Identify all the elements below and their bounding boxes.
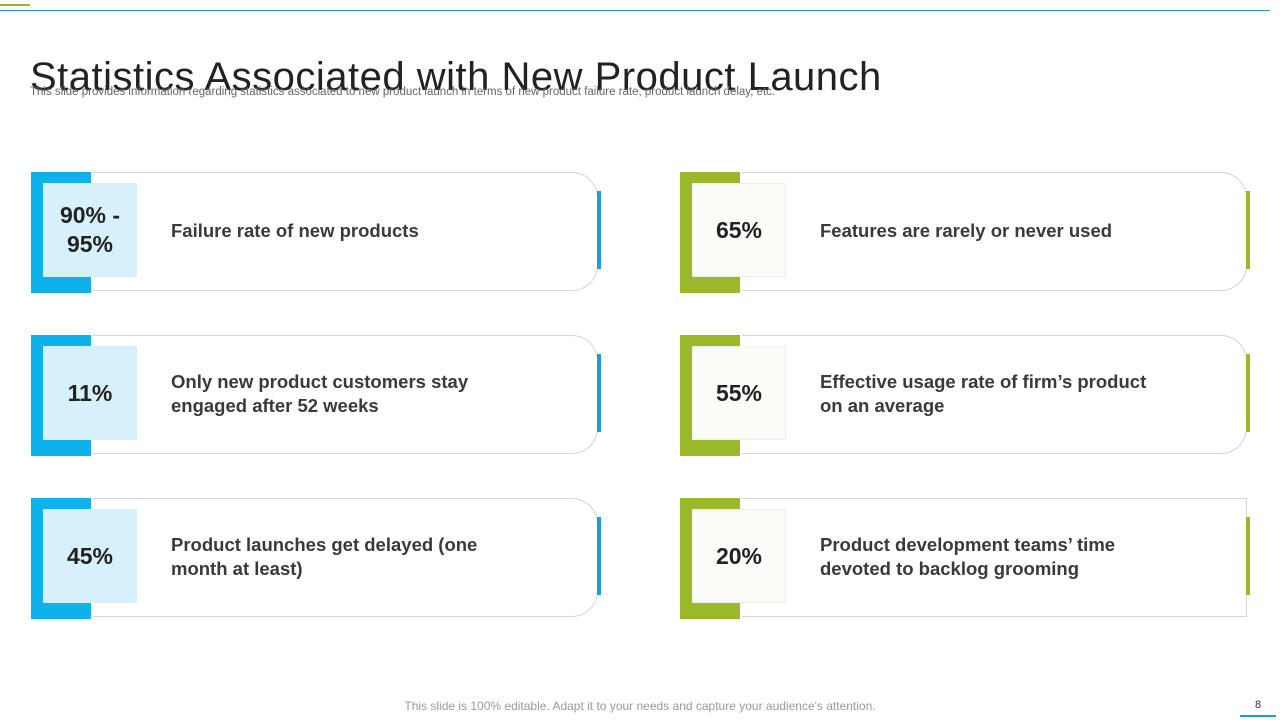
- stat-label: Failure rate of new products: [171, 219, 419, 241]
- stat-value: 20%: [692, 509, 786, 603]
- card-edge-marker: [597, 517, 601, 595]
- stat-card-backlog-grooming: 20% Product development teams’ time devo…: [680, 498, 1250, 619]
- stat-card-customer-engagement: 11% Only new product customers stay enga…: [31, 335, 601, 456]
- page-number: 8: [1254, 699, 1262, 711]
- slide-title: Statistics Associated with New Product L…: [30, 54, 882, 99]
- stat-value: 55%: [692, 346, 786, 440]
- card-edge-marker: [597, 354, 601, 432]
- stat-label: Product development teams’ time devoted …: [820, 534, 1116, 579]
- card-outline: [93, 335, 598, 454]
- card-edge-marker: [1246, 517, 1250, 595]
- header-rule: [0, 10, 1270, 11]
- stat-label: Only new product customers stay engaged …: [171, 371, 469, 416]
- card-edge-marker: [597, 191, 601, 269]
- card-outline: [742, 498, 1247, 617]
- stat-value: 90% - 95%: [43, 183, 137, 277]
- stat-value: 11%: [43, 346, 137, 440]
- slide-subtitle: This slide provides information regardin…: [30, 86, 776, 98]
- footer-note: This slide is 100% editable. Adapt it to…: [404, 699, 876, 713]
- card-outline: [93, 172, 598, 291]
- stat-card-failure-rate: 90% - 95% Failure rate of new products: [31, 172, 601, 293]
- stat-value: 45%: [43, 509, 137, 603]
- stat-label: Product launches get delayed (one month …: [171, 534, 478, 579]
- header-accent-line: [0, 4, 30, 6]
- stat-card-features-unused: 65% Features are rarely or never used: [680, 172, 1250, 293]
- stat-label: Effective usage rate of firm’s product o…: [820, 371, 1147, 416]
- page-number-underline: [1240, 715, 1276, 717]
- stat-value: 65%: [692, 183, 786, 277]
- card-edge-marker: [1246, 191, 1250, 269]
- stat-label: Features are rarely or never used: [820, 219, 1113, 241]
- card-edge-marker: [1246, 354, 1250, 432]
- card-outline: [742, 335, 1247, 454]
- stat-card-launch-delay: 45% Product launches get delayed (one mo…: [31, 498, 601, 619]
- card-outline: [742, 172, 1247, 291]
- card-outline: [93, 498, 598, 617]
- stat-card-usage-rate: 55% Effective usage rate of firm’s produ…: [680, 335, 1250, 456]
